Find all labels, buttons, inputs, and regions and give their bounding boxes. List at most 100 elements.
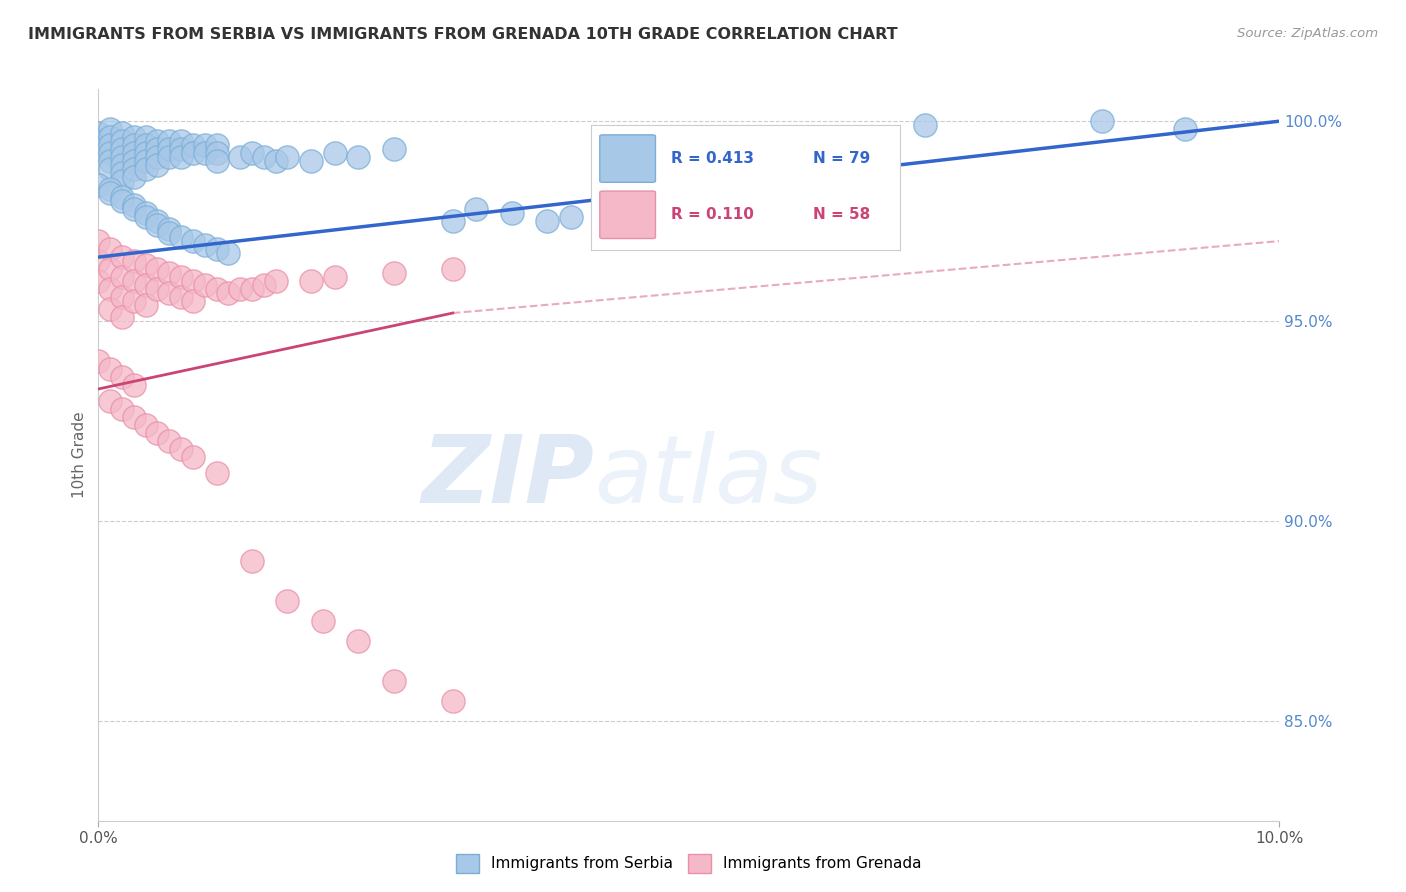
Point [205, 154, 228, 169]
Point [170, 230, 193, 244]
Point [111, 150, 134, 164]
Point [264, 154, 287, 169]
Point [194, 238, 217, 252]
Point [111, 290, 134, 304]
Point [253, 278, 276, 293]
Point [347, 150, 370, 164]
Point [98, 262, 121, 277]
Text: atlas: atlas [595, 432, 823, 523]
Point [122, 274, 145, 288]
Point [194, 138, 217, 153]
Point [135, 146, 157, 161]
Point [170, 134, 193, 148]
Point [157, 142, 180, 156]
Point [170, 442, 193, 456]
Point [111, 190, 134, 204]
Point [146, 158, 169, 172]
Point [111, 270, 134, 285]
Point [87, 134, 110, 148]
Point [299, 154, 322, 169]
Point [98, 282, 121, 296]
Point [122, 409, 145, 424]
Point [441, 694, 464, 708]
Point [157, 226, 180, 240]
Point [229, 282, 252, 296]
Point [205, 138, 228, 153]
FancyBboxPatch shape [600, 191, 655, 238]
Point [135, 258, 157, 272]
Point [111, 250, 134, 264]
Point [194, 146, 217, 161]
Point [135, 278, 157, 293]
Point [157, 266, 180, 280]
Point [135, 130, 157, 145]
Point [146, 218, 169, 232]
Point [98, 138, 121, 153]
Point [111, 401, 134, 416]
Point [98, 186, 121, 201]
Point [98, 162, 121, 177]
Point [122, 254, 145, 268]
Text: Source: ZipAtlas.com: Source: ZipAtlas.com [1237, 27, 1378, 40]
Point [98, 362, 121, 376]
Point [98, 146, 121, 161]
Point [1174, 122, 1197, 136]
Point [111, 166, 134, 180]
Point [240, 554, 263, 568]
Point [135, 162, 157, 177]
Point [253, 150, 276, 164]
Point [181, 234, 204, 248]
Point [98, 182, 121, 196]
Point [170, 270, 193, 285]
Point [146, 282, 169, 296]
Point [122, 130, 145, 145]
Point [122, 146, 145, 161]
Point [87, 142, 110, 156]
Point [382, 673, 405, 688]
Point [98, 130, 121, 145]
Point [111, 310, 134, 324]
Point [276, 150, 298, 164]
Point [146, 425, 169, 440]
Point [122, 293, 145, 308]
Point [382, 266, 405, 280]
Point [323, 146, 346, 161]
Point [194, 278, 217, 293]
Point [441, 214, 464, 228]
Point [276, 594, 298, 608]
Point [560, 210, 582, 224]
Point [299, 274, 322, 288]
Point [98, 242, 121, 256]
Point [87, 126, 110, 140]
Point [135, 206, 157, 220]
Point [170, 290, 193, 304]
Point [122, 154, 145, 169]
Point [87, 254, 110, 268]
Point [914, 118, 936, 132]
Point [111, 174, 134, 188]
Legend: Immigrants from Serbia, Immigrants from Grenada: Immigrants from Serbia, Immigrants from … [450, 848, 928, 879]
Point [135, 417, 157, 432]
Point [240, 282, 263, 296]
Point [205, 466, 228, 480]
Point [1091, 114, 1114, 128]
Point [382, 142, 405, 156]
Point [312, 614, 335, 628]
Point [135, 138, 157, 153]
Text: R = 0.413: R = 0.413 [671, 151, 754, 166]
Point [217, 246, 239, 260]
Point [441, 262, 464, 277]
Point [501, 206, 523, 220]
Point [98, 122, 121, 136]
Point [98, 154, 121, 169]
Point [111, 126, 134, 140]
Point [146, 150, 169, 164]
Point [181, 450, 204, 464]
Point [122, 162, 145, 177]
Text: N = 79: N = 79 [813, 151, 870, 166]
Text: IMMIGRANTS FROM SERBIA VS IMMIGRANTS FROM GRENADA 10TH GRADE CORRELATION CHART: IMMIGRANTS FROM SERBIA VS IMMIGRANTS FRO… [28, 27, 898, 42]
Point [181, 293, 204, 308]
Point [146, 134, 169, 148]
Point [111, 158, 134, 172]
Point [146, 214, 169, 228]
